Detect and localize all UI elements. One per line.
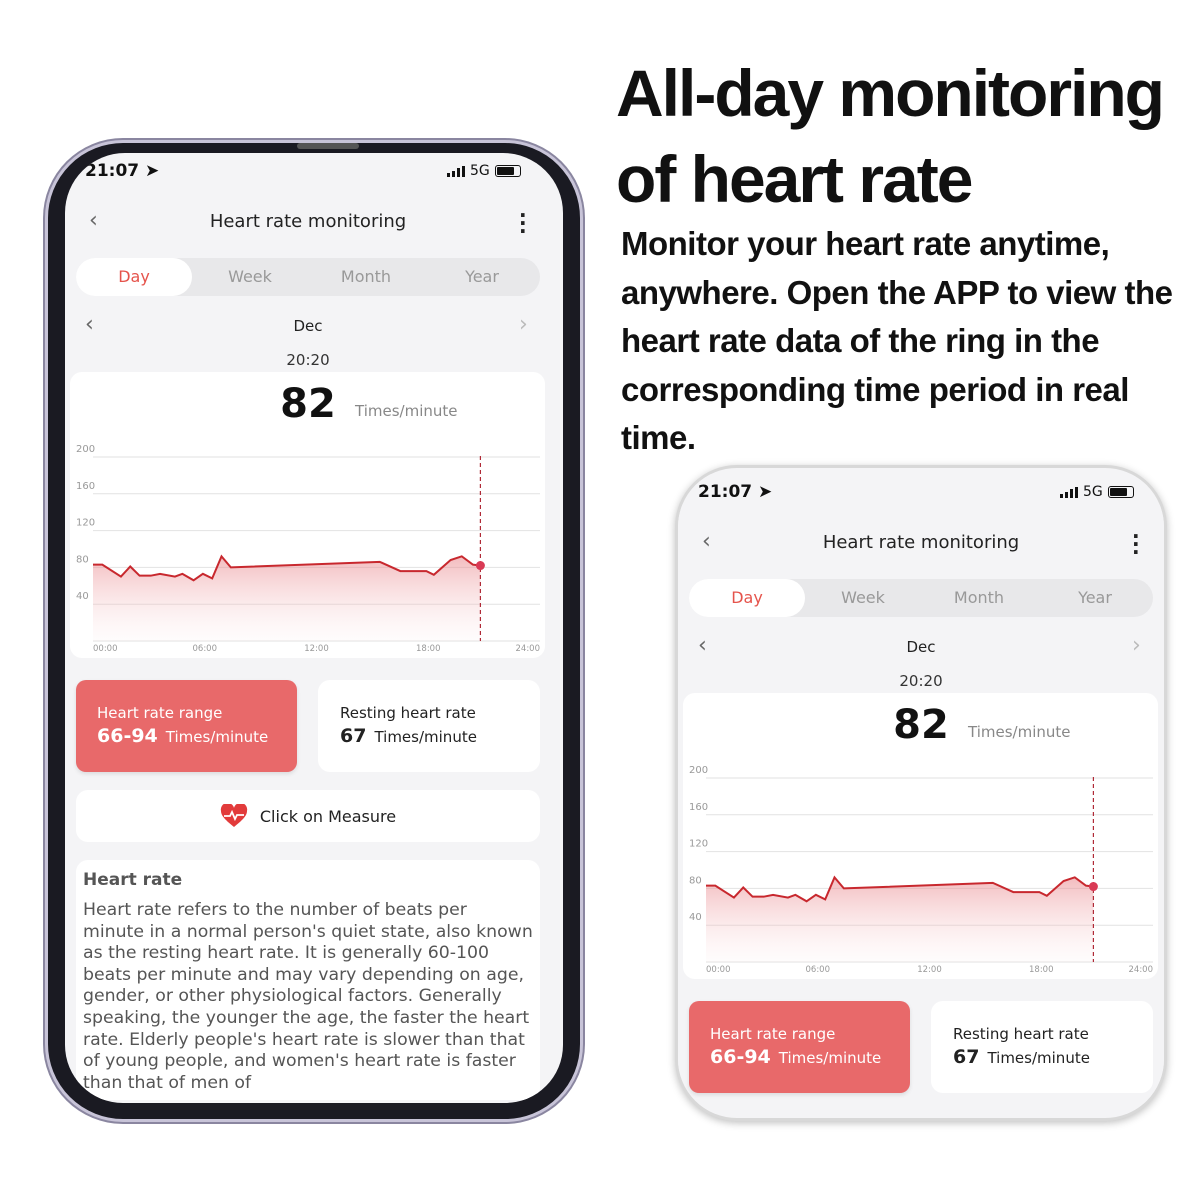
next-period-icon[interactable]: ›: [1132, 633, 1141, 658]
x-tick-label: 06:00: [806, 965, 831, 975]
x-tick-label: 00:00: [93, 644, 118, 654]
period-label: Dec: [293, 317, 323, 335]
network-label: 5G: [470, 163, 490, 179]
next-period-icon[interactable]: ›: [519, 312, 528, 337]
range-label: Heart rate range: [97, 704, 223, 722]
prev-period-icon[interactable]: ‹: [698, 633, 707, 658]
current-heart-rate: 82: [893, 702, 949, 748]
tab-day[interactable]: Day: [689, 579, 805, 617]
more-vertical-icon[interactable]: · · ·: [1132, 524, 1140, 564]
y-tick-label: 120: [689, 839, 708, 850]
x-tick-label: 24:00: [1129, 965, 1154, 975]
series-line: [706, 875, 1094, 903]
heart-rate-range-card: Heart rate range 66-94 Times/minute: [76, 680, 297, 772]
headline: All-day monitoring of heart rate: [616, 56, 1165, 216]
info-title: Heart rate: [83, 870, 183, 890]
measure-label: Click on Measure: [259, 806, 397, 826]
tab-day[interactable]: Day: [76, 258, 192, 296]
page-title: Heart rate monitoring: [822, 532, 1020, 553]
resting-label: Resting heart rate: [340, 704, 476, 722]
status-time-text: 21:07: [698, 482, 753, 502]
page-title: Heart rate monitoring: [209, 211, 407, 232]
period-tabs: Day Week Month Year: [76, 258, 540, 296]
phone-frame-secondary: 21:07 ➤ 5G ‹ Heart rate monitoring · · · D…: [675, 465, 1167, 1121]
status-time: 21:07 ➤: [698, 482, 772, 502]
tab-week[interactable]: Week: [841, 588, 885, 607]
location-arrow-icon: ➤: [145, 161, 160, 181]
x-tick-label: 24:00: [516, 644, 541, 654]
range-value: 66-94: [710, 1046, 771, 1068]
tab-year[interactable]: Year: [465, 267, 499, 286]
resting-unit: Times/minute: [987, 1049, 1090, 1067]
back-chevron-icon[interactable]: ‹: [702, 529, 711, 554]
phone-screen-secondary: 21:07 ➤ 5G ‹ Heart rate monitoring · · · D…: [678, 474, 1167, 1114]
x-tick-label: 00:00: [706, 965, 731, 975]
y-tick-label: 80: [76, 554, 89, 565]
status-icons: 5G: [447, 163, 521, 179]
x-tick-label: 12:00: [917, 965, 942, 975]
series-line: [93, 554, 481, 582]
resting-value: 67: [340, 725, 367, 747]
range-label: Heart rate range: [710, 1025, 836, 1043]
tab-month[interactable]: Month: [340, 267, 392, 286]
area-fill: [706, 877, 1094, 962]
resting-label: Resting heart rate: [953, 1025, 1089, 1043]
selected-time: 20:20: [899, 672, 943, 690]
signal-icon: [1060, 486, 1078, 498]
tab-year[interactable]: Year: [1078, 588, 1112, 607]
heart-pulse-icon: [220, 804, 248, 827]
status-time: 21:07 ➤: [85, 161, 159, 181]
selection-point: [475, 561, 485, 571]
current-heart-rate: 82: [280, 381, 336, 427]
range-unit: Times/minute: [165, 728, 269, 746]
x-tick-label: 12:00: [304, 644, 329, 654]
selected-time: 20:20: [286, 351, 330, 369]
y-tick-label: 160: [689, 802, 708, 813]
current-unit: Times/minute: [355, 402, 458, 420]
period-label: Dec: [906, 638, 936, 656]
resting-unit: Times/minute: [374, 728, 477, 746]
tab-month[interactable]: Month: [953, 588, 1005, 607]
phone-screen-clip: 21:07 ➤ 5G ‹ Heart rate monitoring · · · D…: [65, 153, 563, 1103]
resting-heart-rate-card: Resting heart rate 67 Times/minute: [931, 1001, 1153, 1093]
heart-rate-chart[interactable]: 200 160 120 80 40 00:00 06:00 12:00 18:00 24:00: [65, 153, 563, 673]
x-tick-label: 18:00: [1029, 965, 1054, 975]
y-tick-label: 200: [689, 765, 708, 776]
tab-week[interactable]: Week: [228, 267, 272, 286]
phone-screen: 21:07 ➤ 5G ‹ Heart rate monitoring · · · D…: [65, 153, 563, 1103]
y-tick-label: 120: [76, 518, 95, 529]
heart-rate-info-card: Heart rate Heart rate refers to the numb…: [76, 860, 540, 1100]
y-tick-label: 80: [689, 875, 702, 886]
current-unit: Times/minute: [968, 723, 1071, 741]
signal-icon: [447, 165, 465, 177]
y-tick-label: 160: [76, 481, 95, 492]
battery-icon: [1107, 486, 1134, 498]
network-label: 5G: [1083, 484, 1103, 500]
y-tick-label: 40: [689, 912, 702, 923]
heart-rate-chart[interactable]: 200 160 120 80 40 00:00 06:00 12:00 18:00 24:00: [678, 474, 1167, 994]
location-arrow-icon: ➤: [758, 482, 773, 502]
status-time-text: 21:07: [85, 161, 140, 181]
period-tabs: Day Week Month Year: [689, 579, 1153, 617]
y-tick-label: 200: [76, 444, 95, 455]
heart-rate-range-card: Heart rate range 66-94 Times/minute: [689, 1001, 910, 1093]
description: Monitor your heart rate anytime, anywher…: [621, 225, 1173, 456]
area-fill: [93, 556, 481, 641]
prev-period-icon[interactable]: ‹: [85, 312, 94, 337]
status-icons: 5G: [1060, 484, 1134, 500]
battery-icon: [494, 165, 521, 177]
measure-button[interactable]: Click on Measure: [76, 790, 540, 842]
resting-value: 67: [953, 1046, 980, 1068]
range-unit: Times/minute: [778, 1049, 882, 1067]
phone-speaker: [297, 143, 359, 149]
resting-heart-rate-card: Resting heart rate 67 Times/minute: [318, 680, 540, 772]
y-tick-label: 40: [76, 591, 89, 602]
range-value: 66-94: [97, 725, 158, 747]
more-vertical-icon[interactable]: · · ·: [519, 203, 527, 243]
x-tick-label: 06:00: [193, 644, 218, 654]
x-tick-label: 18:00: [416, 644, 441, 654]
selection-point: [1088, 882, 1098, 892]
back-chevron-icon[interactable]: ‹: [89, 208, 98, 233]
info-body: Heart rate refers to the number of beats…: [83, 900, 533, 1093]
